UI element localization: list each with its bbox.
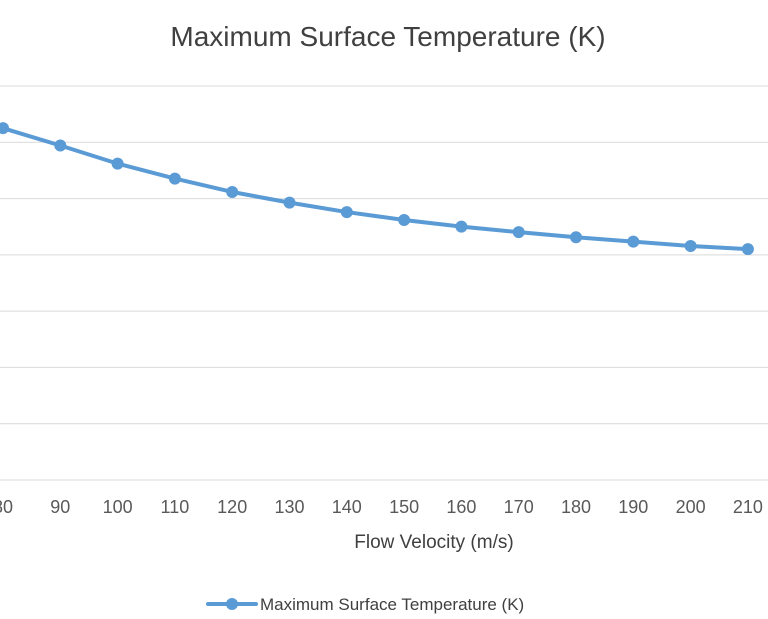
series-layer [0, 122, 754, 256]
data-point [0, 122, 9, 135]
x-axis-label: Flow Velocity (m/s) [354, 532, 513, 553]
x-tick-label: 190 [618, 497, 648, 517]
x-tick-label: 100 [103, 497, 133, 517]
x-tick-label: 170 [504, 497, 534, 517]
data-point [226, 185, 239, 198]
legend-point-marker [226, 598, 238, 610]
x-tick-label: 210 [733, 497, 763, 517]
x-tick-label: 180 [561, 497, 591, 517]
legend-label: Maximum Surface Temperature (K) [260, 595, 524, 614]
x-tick-label: 150 [389, 497, 419, 517]
x-tick-label: 140 [332, 497, 362, 517]
data-point [398, 213, 411, 226]
data-point [741, 243, 754, 256]
data-point [684, 239, 697, 252]
chart-title: Maximum Surface Temperature (K) [170, 21, 605, 52]
x-tick-label: 110 [161, 497, 190, 517]
data-point [54, 139, 67, 152]
x-tick-label: 120 [217, 497, 247, 517]
x-tick-label: 80 [0, 497, 13, 517]
data-point [570, 231, 582, 244]
data-point [512, 226, 525, 239]
x-tick-labels: 80 90 100 110 120 130 140 150 160 170 180 190 200 210 [0, 497, 763, 517]
x-tick-label: 200 [676, 497, 706, 517]
data-point [168, 172, 181, 185]
data-point [627, 235, 640, 248]
data-point [340, 206, 353, 219]
x-tick-label: 90 [50, 497, 70, 517]
data-point [283, 196, 296, 209]
x-tick-label: 130 [274, 497, 304, 517]
gridlines [0, 85, 768, 481]
series-line [1, 126, 750, 252]
data-point [455, 220, 468, 233]
data-point [111, 157, 124, 170]
x-tick-label: 160 [446, 497, 476, 517]
legend: Maximum Surface Temperature (K) [206, 595, 524, 614]
